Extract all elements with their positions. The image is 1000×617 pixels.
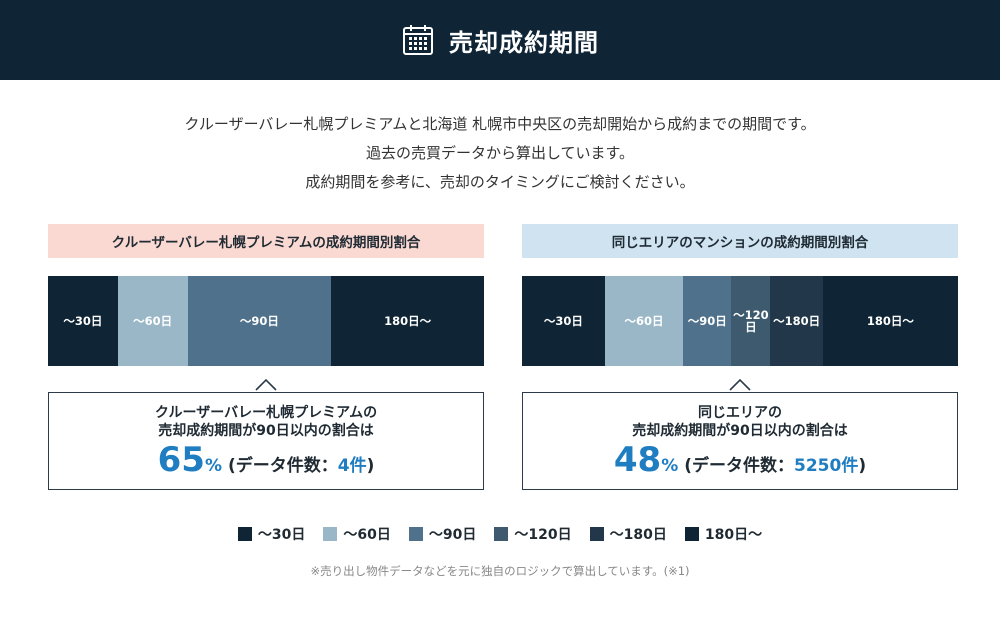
legend-item: 180日～ xyxy=(684,524,763,544)
area-summary-result: 48 % (データ件数： 5250件 ) xyxy=(614,442,866,478)
section-header: 売却成約期間 xyxy=(0,0,1000,80)
building-count-prefix: (データ件数： xyxy=(227,456,338,476)
area-count-prefix: (データ件数： xyxy=(684,456,795,476)
caret-up-icon xyxy=(48,366,484,392)
page-title: 売却成約期間 xyxy=(449,28,599,57)
right-bar-segment: ～120 日 xyxy=(731,276,771,366)
area-percent: 48 xyxy=(613,440,662,480)
area-count-suffix: ) xyxy=(858,456,867,476)
legend-label: ～60日 xyxy=(343,527,391,543)
legend-swatch xyxy=(589,527,604,541)
legend-item: ～30日 xyxy=(237,524,306,544)
legend-label: 180日～ xyxy=(704,527,763,543)
building-period-bar: ～30日 ～60日 ～90日 180日～ xyxy=(48,276,484,366)
right-bar-segment: ～180日 xyxy=(770,276,823,366)
building-summary-line-2: 売却成約期間が90日以内の割合は xyxy=(158,423,374,439)
right-bar-segment: 180日～ xyxy=(822,276,958,366)
legend: ～30日 ～60日 ～90日 ～120日 ～180日 180日～ xyxy=(0,524,1000,544)
area-period-bar: ～30日 ～60日 ～90日 ～120 日～180日 180日～ xyxy=(522,276,958,366)
building-summary-box: クルーザーバレー札幌プレミアムの 売却成約期間が90日以内の割合は 65 % (… xyxy=(48,392,484,490)
left-bar-segment: 180日～ xyxy=(331,276,484,366)
description-line-2: 過去の売買データから算出しています。 xyxy=(365,144,635,162)
building-percent: 65 xyxy=(157,440,205,480)
description-line-1: クルーザーバレー札幌プレミアムと北海道 札幌市中央区の売却開始から成約までの期間… xyxy=(184,115,816,133)
legend-item: ～180日 xyxy=(589,524,667,544)
description-line-3: 成約期間を参考に、売却のタイミングにご検討ください。 xyxy=(305,173,695,191)
right-bar-segment: ～90日 xyxy=(683,276,732,366)
description: クルーザーバレー札幌プレミアムと北海道 札幌市中央区の売却開始から成約までの期間… xyxy=(0,110,1000,197)
caret-up-icon xyxy=(522,366,958,392)
building-summary-line-1: クルーザーバレー札幌プレミアムの xyxy=(154,405,378,421)
legend-swatch xyxy=(323,527,338,541)
footnote: ※売り出し物件データなどを元に独自のロジックで算出しています。(※1) xyxy=(310,564,690,578)
area-panel-title: 同じエリアのマンションの成約期間別割合 xyxy=(522,224,958,258)
left-bar-segment: ～60日 xyxy=(117,276,188,366)
area-summary-line-1: 同じエリアの xyxy=(698,405,782,421)
legend-label: ～180日 xyxy=(609,527,667,543)
legend-item: ～120日 xyxy=(494,524,572,544)
left-bar-segment: ～30日 xyxy=(48,276,118,366)
building-percent-sign: % xyxy=(204,456,222,476)
legend-swatch xyxy=(408,527,423,541)
right-bar-segment: ～30日 xyxy=(522,276,605,366)
legend-item: ～90日 xyxy=(408,524,477,544)
building-summary-result: 65 % (データ件数： 4件 ) xyxy=(158,442,375,478)
legend-swatch xyxy=(494,527,509,541)
area-count: 5250件 xyxy=(794,456,859,476)
area-percent-sign: % xyxy=(661,456,679,476)
area-summary-box: 同じエリアの 売却成約期間が90日以内の割合は 48 % (データ件数： 525… xyxy=(522,392,958,490)
legend-label: ～120日 xyxy=(514,527,572,543)
legend-swatch xyxy=(684,527,699,541)
legend-item: ～60日 xyxy=(323,524,391,544)
calendar-icon xyxy=(401,23,435,57)
left-bar-segment: ～90日 xyxy=(187,276,332,366)
building-panel: クルーザーバレー札幌プレミアムの成約期間別割合 ～30日 ～60日 ～90日 180日… xyxy=(48,224,484,490)
building-count: 4件 xyxy=(337,456,367,476)
building-count-suffix: ) xyxy=(366,456,375,476)
right-bar-segment: ～60日 xyxy=(604,276,684,366)
legend-label: ～30日 xyxy=(257,527,306,543)
legend-swatch xyxy=(237,527,252,541)
building-panel-title: クルーザーバレー札幌プレミアムの成約期間別割合 xyxy=(48,224,484,258)
area-summary-line-2: 売却成約期間が90日以内の割合は xyxy=(632,423,848,439)
area-panel: 同じエリアのマンションの成約期間別割合 ～30日 ～60日 ～90日 ～120 日～1… xyxy=(522,224,958,490)
legend-label: ～90日 xyxy=(428,527,477,543)
